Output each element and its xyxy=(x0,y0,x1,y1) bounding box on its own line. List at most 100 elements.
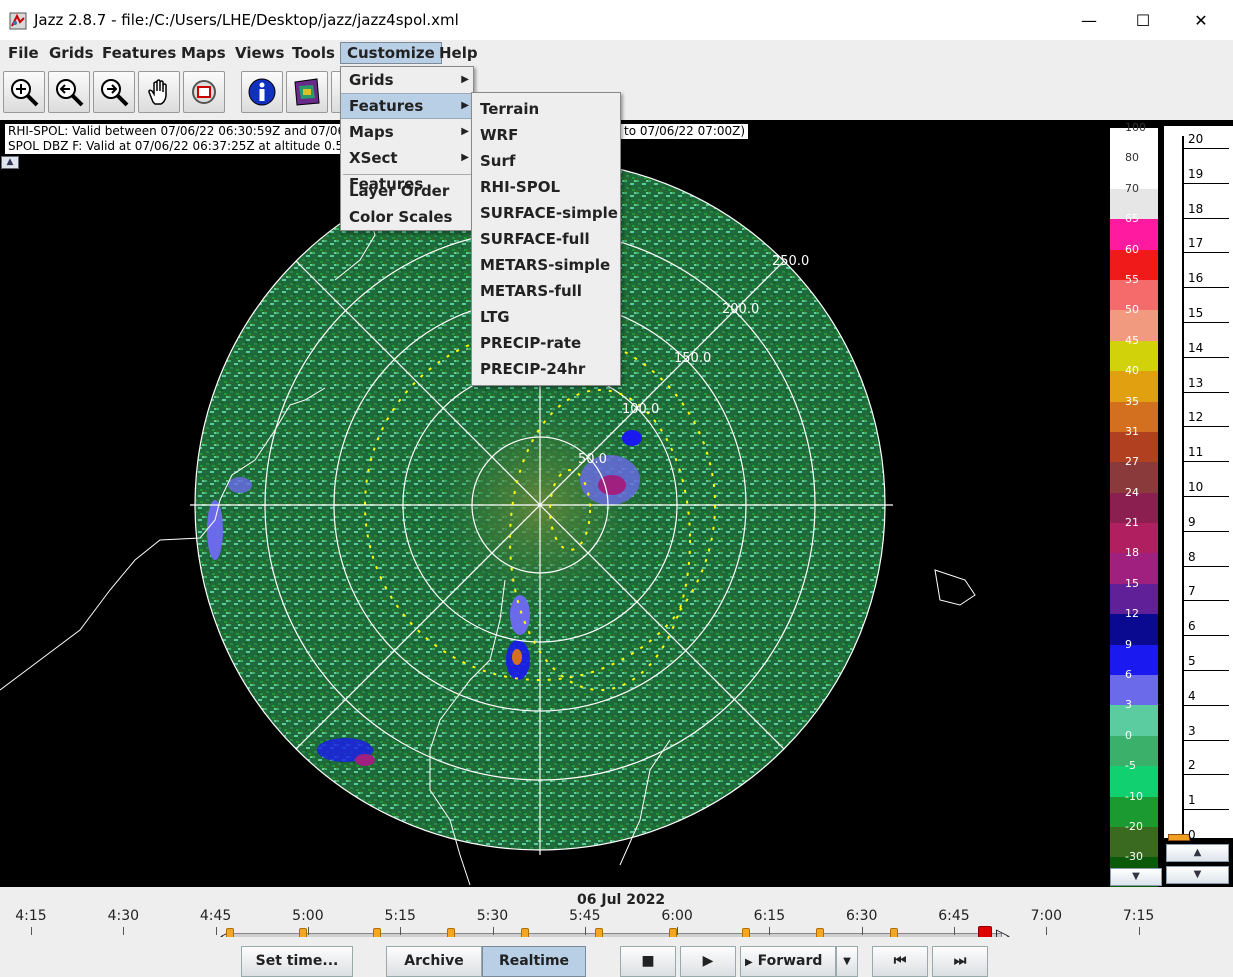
direction-select[interactable]: ▶ Forward xyxy=(740,946,836,977)
zoom-out-button[interactable] xyxy=(48,71,90,113)
altitude-label: 4 xyxy=(1188,688,1196,703)
direction-value: Forward xyxy=(757,953,823,969)
color-scale-label: 21 xyxy=(1125,516,1139,530)
color-scale-label: 50 xyxy=(1125,303,1139,317)
menu-bar: File Grids Features Maps Views Tools Cus… xyxy=(0,40,1233,66)
feature-item-metars-simple[interactable]: METARS-simple xyxy=(480,256,611,274)
timeline-label: 4:15 xyxy=(15,908,47,924)
altitude-label: 3 xyxy=(1188,723,1196,738)
color-scale-swatch: 40 xyxy=(1110,364,1158,402)
stop-button[interactable]: ■ xyxy=(620,946,676,977)
color-scale-swatch: 60 xyxy=(1110,243,1158,280)
zoom-fit-button[interactable] xyxy=(93,71,135,113)
first-frame-button[interactable]: ⏮ xyxy=(872,946,928,977)
feature-item-surface-simple[interactable]: SURFACE-simple xyxy=(480,204,618,222)
altitude-tick xyxy=(1183,496,1229,497)
customize-item-grids-label: Grids xyxy=(349,71,394,89)
altitude-tick xyxy=(1183,322,1229,323)
minimize-button[interactable]: — xyxy=(1081,10,1097,30)
altitude-label: 16 xyxy=(1188,271,1204,286)
timeline-label: 4:45 xyxy=(199,908,232,924)
color-scale-label: -10 xyxy=(1125,789,1143,803)
feature-item-precip-rate[interactable]: PRECIP-rate xyxy=(480,334,582,352)
altitude-tick xyxy=(1183,600,1229,602)
jazz-app-icon xyxy=(9,12,27,30)
altitude-label: 20 xyxy=(1188,132,1204,146)
altitude-label: 5 xyxy=(1188,654,1196,668)
timeline-tick xyxy=(31,927,32,935)
direction-dropdown-button[interactable]: ▼ xyxy=(836,946,858,977)
timeline-tick xyxy=(307,927,309,935)
altitude-slider-handle[interactable] xyxy=(1168,834,1190,841)
timeline-tick xyxy=(584,927,586,935)
ring-label-50: 50.0 xyxy=(578,452,607,467)
menu-maps[interactable]: Maps xyxy=(181,44,226,62)
feature-item-rhi-spol[interactable]: RHI-SPOL xyxy=(480,178,561,196)
timeline-bar[interactable]: 06 Jul 2022 ◁ ▷ 4:154:304:455:005:155:30… xyxy=(0,887,1233,946)
menu-customize[interactable]: Customize xyxy=(340,42,442,64)
color-scale-swatch: -20 xyxy=(1110,820,1158,858)
close-button[interactable]: ✕ xyxy=(1194,10,1208,30)
menu-help[interactable]: Help xyxy=(439,44,478,62)
radar-ppi-display[interactable]: 50.0 100.0 150.0 200.0 250.0 xyxy=(0,120,1233,887)
feature-item-surf[interactable]: Surf xyxy=(480,152,516,170)
timeline-tick xyxy=(677,927,679,935)
feature-item-surface-full[interactable]: SURFACE-full xyxy=(480,230,590,248)
menu-file[interactable]: File xyxy=(8,44,39,62)
play-button[interactable]: ▶ xyxy=(680,946,736,977)
timeline-tick xyxy=(1046,927,1048,935)
customize-item-features[interactable]: Features ▶ xyxy=(341,93,473,119)
color-scale-label: 31 xyxy=(1125,424,1139,438)
reflectivity-color-scale: 100 80 70 65 60 55 50 45 40 35 31 27 24 21 18 15 12 9 6 3 0 -… xyxy=(1110,121,1158,887)
menu-views[interactable]: Views xyxy=(235,44,285,62)
altitude-tick xyxy=(1183,774,1229,776)
altitude-down-button[interactable]: ▼ xyxy=(1166,866,1229,884)
zoom-in-button[interactable] xyxy=(3,71,45,113)
altitude-tick xyxy=(1183,739,1229,741)
coastline xyxy=(0,174,976,886)
set-time-button[interactable]: Set time... xyxy=(241,946,353,977)
color-scale-label: 15 xyxy=(1125,576,1139,590)
customize-item-maps[interactable]: Maps ▶ xyxy=(341,119,473,145)
altitude-scale[interactable]: 20 19 18 17 16 15 14 13 12 11 10 9 8 7 6 5 4 3 2 1 0 xyxy=(1164,126,1233,845)
last-frame-button[interactable]: ⏭ xyxy=(932,946,988,977)
color-scale-label: 9 xyxy=(1125,637,1132,651)
color-scale-scroll-down-button[interactable]: ▼ xyxy=(1110,868,1162,886)
color-scale-label: 35 xyxy=(1125,394,1139,408)
color-scale-label: -30 xyxy=(1125,850,1143,864)
info-button[interactable] xyxy=(241,71,283,113)
timeline-label: 6:00 xyxy=(661,908,693,924)
layer-info-tail: to 07/06/22 07:00Z) xyxy=(620,123,750,140)
feature-item-wrf[interactable]: WRF xyxy=(480,126,519,144)
submenu-arrow-icon: ▶ xyxy=(461,126,469,137)
menu-features[interactable]: Features xyxy=(102,44,177,62)
customize-item-maps-label: Maps xyxy=(349,123,394,141)
color-scale-label: 27 xyxy=(1125,455,1139,469)
radar-map-view[interactable]: 50.0 100.0 150.0 200.0 250.0 RHI-SPOL: V… xyxy=(0,120,1233,887)
menu-grids[interactable]: Grids xyxy=(49,44,94,62)
realtime-button[interactable]: Realtime xyxy=(482,946,586,977)
feature-item-precip-24hr[interactable]: PRECIP-24hr xyxy=(480,360,586,378)
archive-button[interactable]: Archive xyxy=(386,946,482,977)
altitude-up-button[interactable]: ▲ xyxy=(1166,844,1229,862)
customize-item-grids[interactable]: Grids ▶ xyxy=(341,67,473,93)
zoom-fit-icon xyxy=(101,79,129,107)
feature-item-metars-full[interactable]: METARS-full xyxy=(480,282,582,300)
layers-button[interactable] xyxy=(286,71,328,113)
customize-item-layer-order[interactable]: Layer Order xyxy=(349,182,450,200)
maximize-button[interactable]: ☐ xyxy=(1135,10,1151,30)
collapse-info-button[interactable]: ▲ xyxy=(1,156,19,169)
feature-item-ltg[interactable]: LTG xyxy=(480,308,510,326)
color-scale-swatch: 70 xyxy=(1110,182,1158,220)
reset-view-button[interactable] xyxy=(183,71,225,113)
menu-tools[interactable]: Tools xyxy=(292,44,335,62)
altitude-label: 17 xyxy=(1188,236,1204,251)
color-scale-swatch: 50 xyxy=(1110,303,1158,341)
customize-item-color-scales[interactable]: Color Scales xyxy=(349,208,453,226)
feature-item-terrain[interactable]: Terrain xyxy=(480,100,540,118)
altitude-label: 10 xyxy=(1188,480,1204,494)
menu-separator xyxy=(343,174,471,175)
direction-play-icon: ▶ xyxy=(745,957,753,968)
customize-item-xsect-features[interactable]: XSect Features ▶ xyxy=(341,145,473,193)
pan-button[interactable] xyxy=(138,71,180,113)
